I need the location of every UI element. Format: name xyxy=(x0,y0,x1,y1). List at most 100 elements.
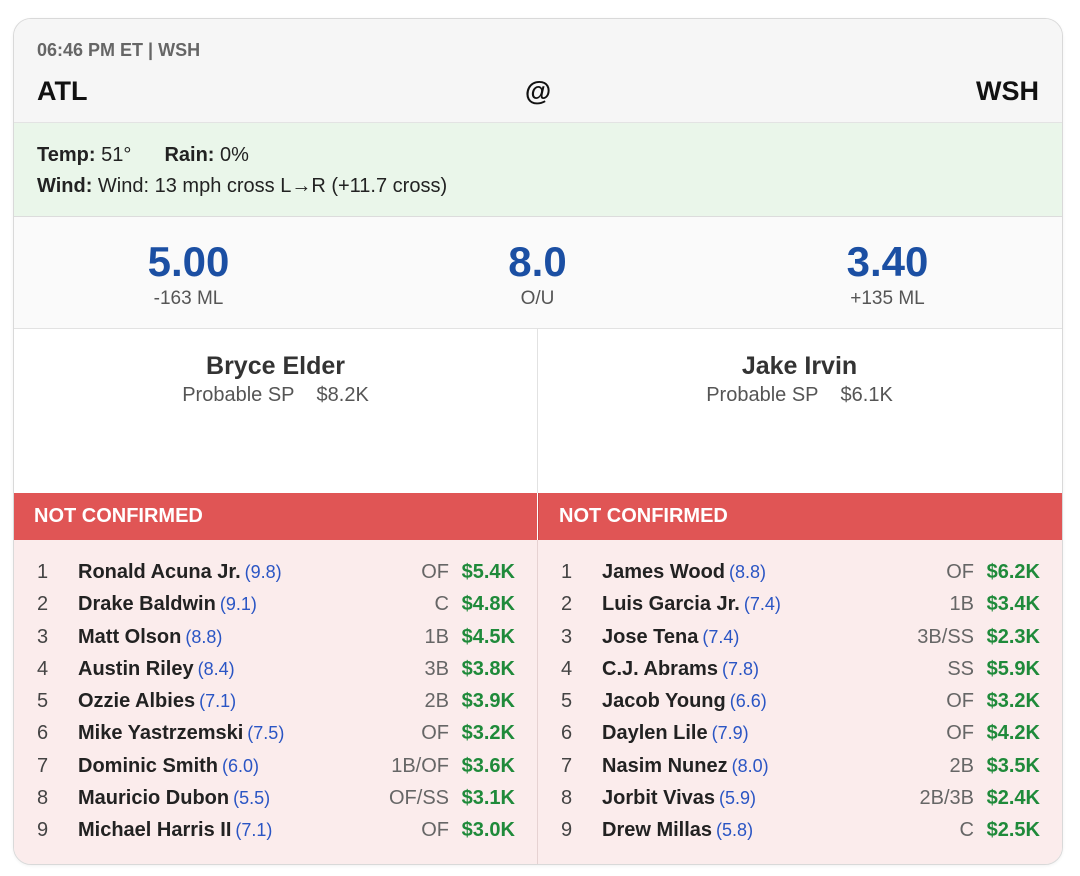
wind-value: Wind: 13 mph cross L→R (+11.7 cross) xyxy=(97,175,448,197)
player-rating: (5.8) xyxy=(716,820,754,841)
player: Matt Olson (8.8) xyxy=(78,621,222,653)
player-position: OF/SS xyxy=(388,787,449,810)
weather-panel: Temp: 51° Rain: 0% Wind: Wind: 13 mph cr… xyxy=(14,123,1062,217)
away-lineup-status: NOT CONFIRMED xyxy=(14,493,537,540)
away-odds: 5.00 -163 ML xyxy=(14,217,363,310)
lineup-row: 9 Michael Harris II (7.1) OF $3.0K xyxy=(14,814,537,846)
player: Jose Tena (7.4) xyxy=(602,621,739,653)
home-odds: 3.40 +135 ML xyxy=(713,217,1062,310)
player-salary: $4.8K xyxy=(461,593,515,616)
batting-order: 2 xyxy=(561,593,573,616)
lineup-row: 4 C.J. Abrams (7.8) SS $5.9K xyxy=(538,653,1062,685)
player: Drake Baldwin (9.1) xyxy=(78,588,257,620)
player-name[interactable]: Michael Harris II xyxy=(78,819,232,842)
batting-order: 7 xyxy=(561,754,573,777)
player-rating: (9.8) xyxy=(244,562,282,582)
pitchers-panel: Bryce Elder Probable SP $8.2K Jake Irvin … xyxy=(14,329,1062,493)
player: Drew Millas (5.8) xyxy=(602,814,753,846)
player-rating: (7.9) xyxy=(711,723,749,744)
away-lineup-list: 1 Ronald Acuna Jr. (9.8) OF $5.4K 2 Drake Bald… xyxy=(14,556,537,847)
home-team[interactable]: WSH xyxy=(976,76,1039,106)
player: Austin Riley (8.4) xyxy=(78,653,235,685)
player-name[interactable]: Jose Tena xyxy=(602,625,699,648)
player-rating: (8.8) xyxy=(729,562,767,582)
batting-order: 5 xyxy=(561,690,573,713)
lineup-row: 4 Austin Riley (8.4) 3B $3.8K xyxy=(14,653,537,685)
weather-wind: Wind: Wind: 13 mph cross L→R (+11.7 cros… xyxy=(37,175,447,198)
player-name[interactable]: Luis Garcia Jr. xyxy=(602,593,740,616)
player-rating: (7.8) xyxy=(721,658,759,679)
player-rating: (7.1) xyxy=(235,820,273,841)
player-salary: $3.0K xyxy=(461,819,515,842)
home-pitcher-name[interactable]: Jake Irvin xyxy=(741,352,858,380)
player-salary: $2.3K xyxy=(986,625,1040,648)
player: Mike Yastrzemski (7.5) xyxy=(78,717,284,749)
player-position: OF xyxy=(946,690,974,713)
player: Dominic Smith (6.0) xyxy=(78,750,259,782)
player-rating: (7.4) xyxy=(702,626,740,647)
lineup-row: 6 Mike Yastrzemski (7.5) OF $3.2K xyxy=(14,717,537,749)
game-card: 06:46 PM ET | WSH ATL @ WSH Temp: 51° Ra… xyxy=(13,18,1063,865)
wind-label: Wind: xyxy=(37,175,93,197)
player-salary: $3.5K xyxy=(986,754,1040,777)
player: Michael Harris II (7.1) xyxy=(78,814,272,846)
player-salary: $4.2K xyxy=(986,722,1040,745)
player-name[interactable]: Drake Baldwin xyxy=(78,593,216,616)
player-salary: $6.2K xyxy=(986,561,1040,583)
player-name[interactable]: C.J. Abrams xyxy=(602,657,718,680)
player-position: OF xyxy=(946,722,974,745)
player-name[interactable]: Nasim Nunez xyxy=(602,754,728,777)
player-name[interactable]: Jorbit Vivas xyxy=(602,787,716,810)
temp-label: Temp: xyxy=(37,144,96,166)
away-pitcher-info: Probable SP $8.2K xyxy=(14,384,537,407)
player: James Wood (8.8) xyxy=(602,556,766,588)
player-rating: (5.9) xyxy=(719,788,757,809)
player-name[interactable]: Mauricio Dubon xyxy=(78,787,230,810)
rain-label: Rain: xyxy=(164,144,215,166)
over-under: 8.0 O/U xyxy=(363,217,712,310)
temp-value: 51° xyxy=(101,144,132,166)
player-name[interactable]: Drew Millas xyxy=(602,819,713,842)
away-pitcher: Bryce Elder Probable SP $8.2K xyxy=(14,329,538,493)
player-name[interactable]: Austin Riley xyxy=(78,657,194,680)
away-team[interactable]: ATL xyxy=(37,76,88,106)
lineup-row: 2 Luis Garcia Jr. (7.4) 1B $3.4K xyxy=(538,588,1062,620)
player: Daylen Lile (7.9) xyxy=(602,717,749,749)
player: Ozzie Albies (7.1) xyxy=(78,685,236,717)
player-salary: $3.1K xyxy=(461,787,515,810)
player: C.J. Abrams (7.8) xyxy=(602,653,759,685)
player-salary: $3.6K xyxy=(461,754,515,777)
lineup-row: 5 Ozzie Albies (7.1) 2B $3.9K xyxy=(14,685,537,717)
player-salary: $3.4K xyxy=(986,593,1040,616)
player-name[interactable]: Daylen Lile xyxy=(602,722,708,745)
batting-order: 6 xyxy=(561,722,573,745)
game-header: 06:46 PM ET | WSH ATL @ WSH xyxy=(14,19,1062,123)
away-pitcher-name[interactable]: Bryce Elder xyxy=(206,352,345,380)
player-position: 1B xyxy=(424,625,449,648)
batting-order: 2 xyxy=(37,593,49,616)
player-name[interactable]: Ozzie Albies xyxy=(78,690,196,713)
player: Nasim Nunez (8.0) xyxy=(602,750,769,782)
batting-order: 9 xyxy=(561,819,573,842)
batting-order: 4 xyxy=(37,657,49,680)
player-salary: $2.4K xyxy=(986,787,1040,810)
player-name[interactable]: Matt Olson xyxy=(78,625,182,648)
lineup-row: 7 Dominic Smith (6.0) 1B/OF $3.6K xyxy=(14,750,537,782)
home-pitcher: Jake Irvin Probable SP $6.1K xyxy=(538,329,1061,493)
batting-order: 8 xyxy=(561,787,573,810)
weather-temp-rain: Temp: 51° Rain: 0% xyxy=(37,144,249,167)
player-salary: $3.2K xyxy=(461,722,515,745)
player-rating: (8.0) xyxy=(731,755,769,776)
lineup-row: 2 Drake Baldwin (9.1) C $4.8K xyxy=(14,588,537,620)
player-name[interactable]: Jacob Young xyxy=(602,690,726,713)
player-name[interactable]: Mike Yastrzemski xyxy=(78,722,244,745)
batting-order: 4 xyxy=(561,657,573,680)
ou-total: 8.0 xyxy=(508,238,567,285)
batting-order: 9 xyxy=(37,819,49,842)
player-name[interactable]: James Wood xyxy=(602,561,725,583)
batting-order: 6 xyxy=(37,722,49,745)
player-position: 3B xyxy=(424,657,449,680)
player-name[interactable]: Dominic Smith xyxy=(78,754,219,777)
player-name[interactable]: Ronald Acuna Jr. xyxy=(78,561,241,583)
player-position: 3B/SS xyxy=(917,625,974,648)
